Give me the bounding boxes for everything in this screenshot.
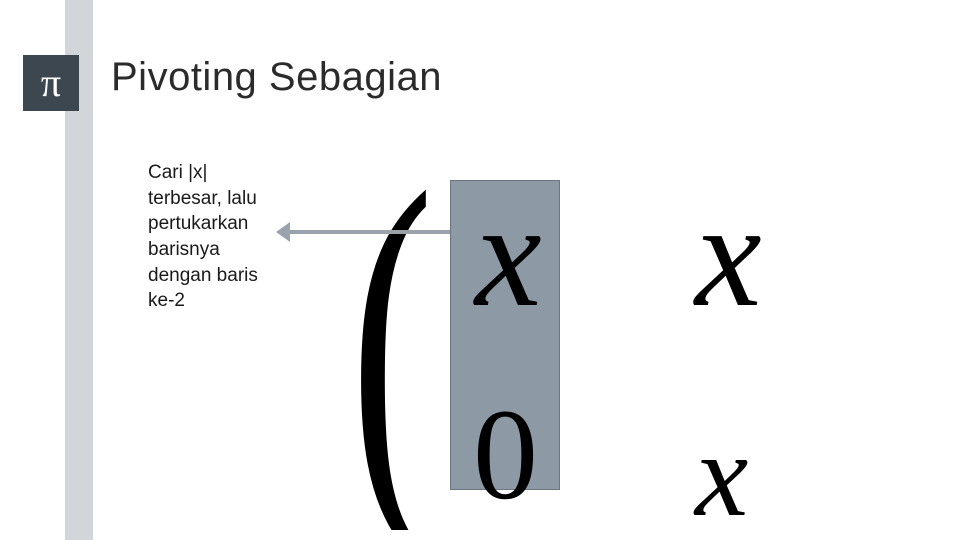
pointer-arrow-line xyxy=(285,230,450,234)
instruction-text: Cari |x| terbesar, lalu pertukarkan bari… xyxy=(148,160,283,314)
matrix-cell-r1c0: 0 xyxy=(473,390,538,520)
slide: π Pivoting Sebagian Cari |x| terbesar, l… xyxy=(0,0,960,540)
pointer-arrow-head-icon xyxy=(276,222,290,242)
matrix-cell-r0c0: x xyxy=(475,180,542,330)
page-title: Pivoting Sebagian xyxy=(111,55,442,100)
pi-icon: π xyxy=(23,55,79,111)
matrix-diagram: ( x x 0 x xyxy=(300,150,860,530)
left-parenthesis: ( xyxy=(350,130,434,530)
matrix-cell-r0c1: x xyxy=(695,180,762,330)
matrix-cell-r1c1: x xyxy=(695,415,748,535)
